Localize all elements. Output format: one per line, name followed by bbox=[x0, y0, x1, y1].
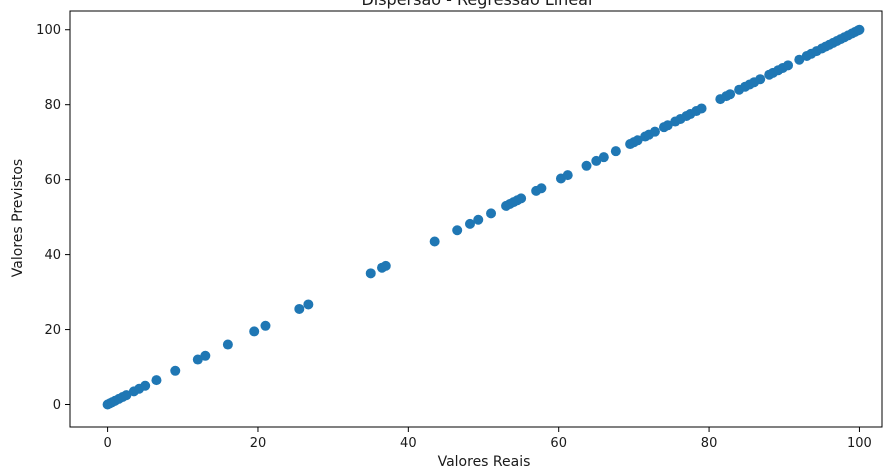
y-tick-label: 40 bbox=[44, 248, 61, 263]
data-point bbox=[598, 152, 609, 163]
data-point bbox=[294, 303, 305, 314]
data-point bbox=[516, 193, 527, 204]
data-point bbox=[794, 54, 805, 65]
chart-title: Dispersão - Regressão Linear bbox=[361, 0, 595, 9]
data-point bbox=[562, 170, 573, 181]
x-tick-label: 0 bbox=[103, 436, 111, 451]
scatter-points bbox=[102, 24, 865, 410]
y-tick-label: 100 bbox=[36, 23, 61, 38]
data-point bbox=[755, 74, 766, 85]
data-point bbox=[591, 155, 602, 166]
data-point bbox=[260, 320, 271, 331]
data-point bbox=[696, 103, 707, 114]
data-point bbox=[249, 326, 260, 337]
data-point bbox=[121, 390, 132, 401]
data-point bbox=[662, 120, 673, 131]
data-point bbox=[725, 89, 736, 100]
y-tick-label: 20 bbox=[44, 323, 61, 338]
y-axis-ticks: 0 20 40 60 80 100 bbox=[36, 23, 70, 413]
data-point bbox=[200, 350, 211, 361]
data-point bbox=[365, 268, 376, 279]
data-point bbox=[581, 160, 592, 171]
y-tick-label: 0 bbox=[53, 398, 61, 413]
data-point bbox=[610, 146, 621, 157]
data-point bbox=[192, 354, 203, 365]
y-tick-label: 60 bbox=[44, 173, 61, 188]
x-tick-label: 60 bbox=[550, 436, 567, 451]
data-point bbox=[486, 208, 497, 219]
x-tick-label: 80 bbox=[701, 436, 718, 451]
x-tick-label: 100 bbox=[847, 436, 872, 451]
x-axis-label: Valores Reais bbox=[438, 454, 531, 469]
data-point bbox=[429, 236, 440, 247]
data-point bbox=[380, 260, 391, 271]
data-point bbox=[473, 214, 484, 225]
data-point bbox=[783, 60, 794, 71]
data-point bbox=[464, 218, 475, 229]
x-tick-label: 20 bbox=[250, 436, 267, 451]
data-point bbox=[632, 135, 643, 146]
data-point bbox=[170, 365, 181, 376]
data-point bbox=[303, 299, 314, 310]
data-point bbox=[536, 183, 547, 194]
plot-frame bbox=[69, 10, 883, 428]
data-point bbox=[140, 380, 151, 391]
y-tick-label: 80 bbox=[44, 98, 61, 113]
data-point bbox=[854, 24, 865, 35]
y-axis-label: Valores Previstos bbox=[10, 159, 26, 277]
data-point bbox=[452, 225, 463, 236]
data-point bbox=[151, 375, 162, 386]
x-tick-label: 40 bbox=[400, 436, 417, 451]
x-axis-ticks: 0 20 40 60 80 100 bbox=[103, 427, 872, 451]
data-point bbox=[649, 126, 660, 137]
data-point bbox=[222, 339, 233, 350]
